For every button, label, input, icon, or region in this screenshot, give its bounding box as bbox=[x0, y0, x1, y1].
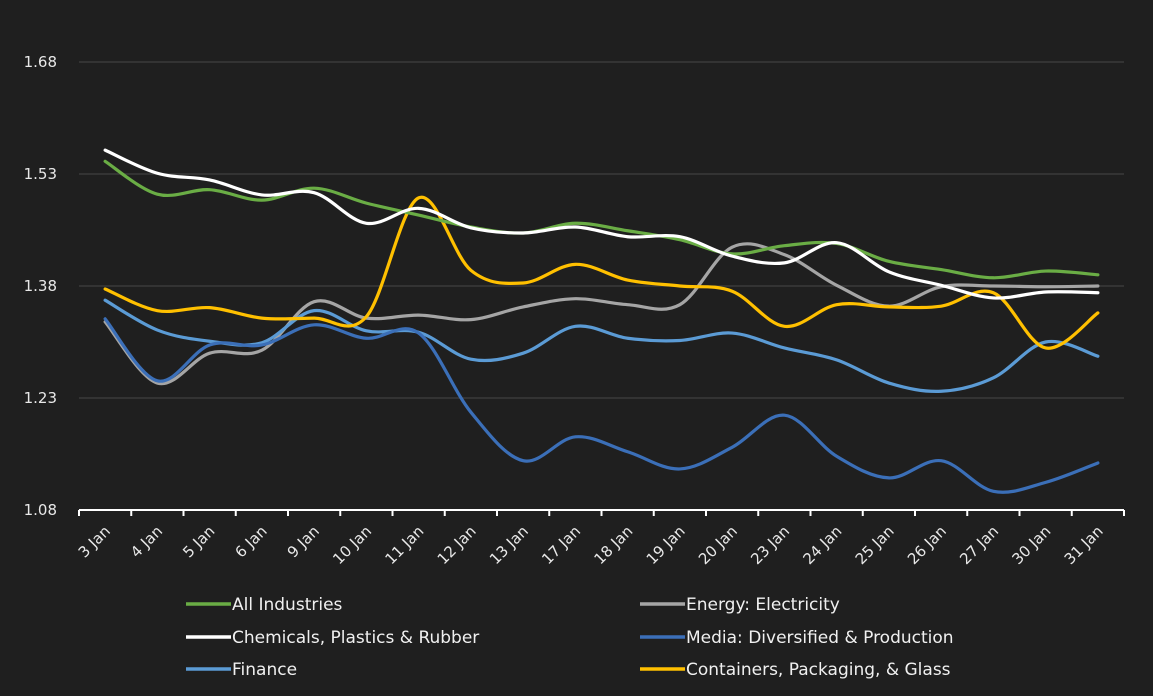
legend-item: Containers, Packaging, & Glass bbox=[640, 660, 951, 680]
x-tick-label: 27 Jan bbox=[956, 522, 1002, 568]
x-tick-label: 11 Jan bbox=[382, 522, 428, 568]
legend: All Industries Energy: Electricity Chemica… bbox=[186, 595, 954, 680]
x-tick-label: 30 Jan bbox=[1009, 522, 1055, 568]
x-tick-label: 4 Jan bbox=[127, 522, 166, 561]
x-tick-label: 18 Jan bbox=[591, 522, 637, 568]
x-tick-label: 31 Jan bbox=[1061, 522, 1107, 568]
x-tick-label: 26 Jan bbox=[904, 522, 950, 568]
legend-label: All Industries bbox=[232, 595, 343, 615]
legend-item: Media: Diversified & Production bbox=[640, 628, 954, 648]
legend-item: All Industries bbox=[186, 595, 343, 615]
x-tick-label: 13 Jan bbox=[486, 522, 532, 568]
series-line-energy-electricity bbox=[103, 242, 1100, 386]
y-tick-label: 1.23 bbox=[24, 389, 57, 407]
x-tick-label: 17 Jan bbox=[538, 522, 584, 568]
series-line-finance bbox=[103, 298, 1100, 394]
legend-label: Chemicals, Plastics & Rubber bbox=[232, 628, 479, 648]
legend-label: Finance bbox=[232, 660, 297, 680]
y-tick-label: 1.68 bbox=[24, 53, 57, 71]
x-tick-label: 19 Jan bbox=[643, 522, 689, 568]
x-tick-label: 9 Jan bbox=[284, 522, 323, 561]
x-tick-label: 12 Jan bbox=[434, 522, 480, 568]
y-axis-ticks: 1.08 1.23 1.38 1.53 1.68 bbox=[24, 53, 57, 519]
series-line-containers-packaging-glass bbox=[103, 195, 1100, 350]
series-line-media-diversified-production bbox=[103, 317, 1100, 494]
series-lines bbox=[103, 148, 1100, 494]
legend-label: Media: Diversified & Production bbox=[686, 628, 954, 648]
y-tick-label: 1.08 bbox=[24, 501, 57, 519]
x-tick-label: 10 Jan bbox=[329, 522, 375, 568]
legend-item: Finance bbox=[186, 660, 297, 680]
y-tick-label: 1.53 bbox=[24, 165, 57, 183]
legend-item: Chemicals, Plastics & Rubber bbox=[186, 628, 479, 648]
x-tick-label: 3 Jan bbox=[75, 522, 114, 561]
x-axis: 3 Jan 4 Jan 5 Jan 6 Jan 9 Jan 10 Jan 11 Jan 12 … bbox=[75, 509, 1125, 568]
x-tick-label: 20 Jan bbox=[695, 522, 741, 568]
series-line-chemicals-plastics-rubber bbox=[103, 148, 1100, 300]
x-tick-label: 24 Jan bbox=[800, 522, 846, 568]
x-tick-label: 25 Jan bbox=[852, 522, 898, 568]
x-tick-label: 6 Jan bbox=[232, 522, 271, 561]
x-tick-label: 23 Jan bbox=[747, 522, 793, 568]
x-tick-label: 5 Jan bbox=[179, 522, 218, 561]
legend-label: Containers, Packaging, & Glass bbox=[686, 660, 951, 680]
series-line-all-industries bbox=[103, 159, 1100, 280]
legend-label: Energy: Electricity bbox=[686, 595, 840, 615]
y-tick-label: 1.38 bbox=[24, 277, 57, 295]
legend-item: Energy: Electricity bbox=[640, 595, 840, 615]
